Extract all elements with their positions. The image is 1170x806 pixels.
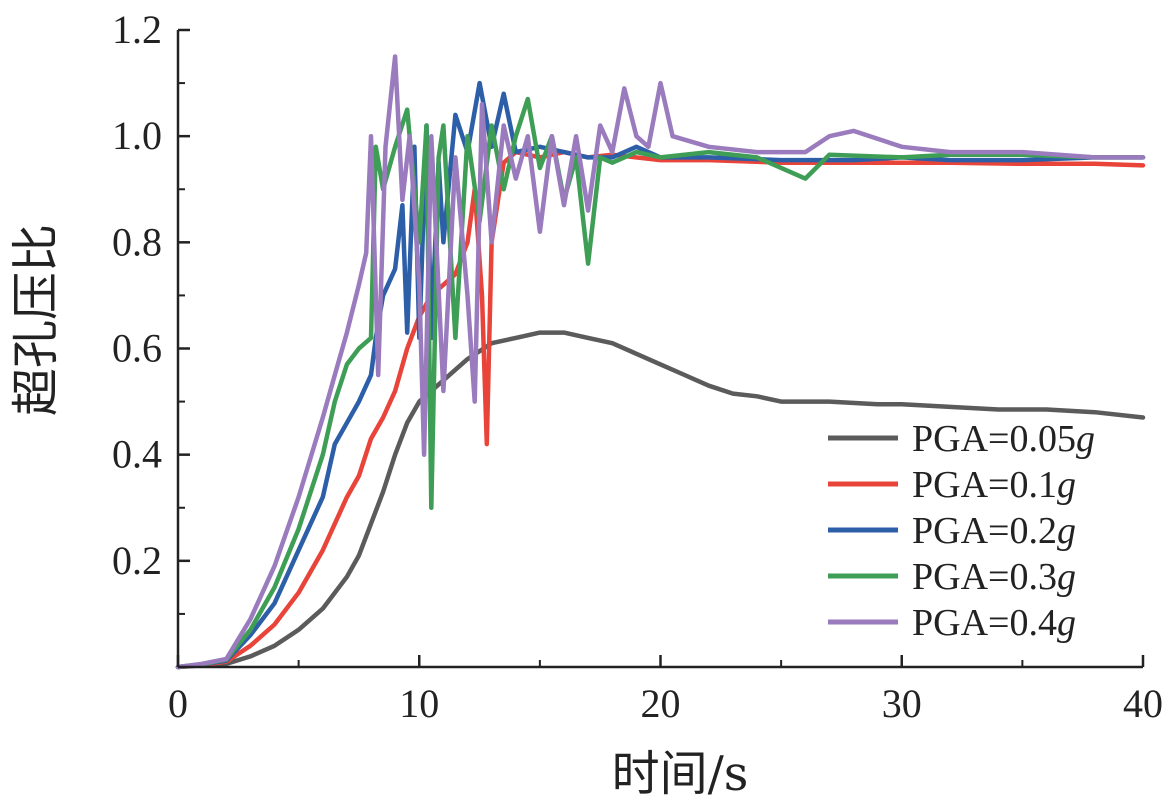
y-tick-label: 0.2 xyxy=(112,538,162,583)
x-tick-label: 10 xyxy=(399,681,439,726)
series-line-0 xyxy=(175,330,1146,670)
legend-label: PGA=0.3g xyxy=(912,556,1076,598)
legend-label: PGA=0.2g xyxy=(912,510,1076,552)
x-axis-title: 时间/s xyxy=(612,746,749,802)
y-tick-label: 1.0 xyxy=(112,113,162,158)
y-tick-label: 0.8 xyxy=(112,219,162,264)
series-layer xyxy=(175,54,1146,670)
series-line-4 xyxy=(175,54,1146,670)
legend-label-name: PGA=0.1 xyxy=(912,464,1057,506)
legend-label-unit: g xyxy=(1057,510,1076,552)
legend-label-unit: g xyxy=(1057,556,1076,598)
legend: PGA=0.05gPGA=0.1gPGA=0.2gPGA=0.3gPGA=0.4… xyxy=(828,418,1095,644)
legend-label-name: PGA=0.05 xyxy=(912,418,1076,460)
x-ticks: 0 10 20 30 40 xyxy=(168,655,1163,726)
legend-label-unit: g xyxy=(1076,418,1095,460)
y-ticks: 0.2 0.4 0.6 0.8 1.0 1.2 xyxy=(112,7,190,615)
legend-label-name: PGA=0.4 xyxy=(912,602,1057,644)
legend-label-name: PGA=0.3 xyxy=(912,556,1057,598)
y-tick-label: 0.4 xyxy=(112,432,162,477)
legend-label-name: PGA=0.2 xyxy=(912,510,1057,552)
legend-label-unit: g xyxy=(1057,464,1076,506)
legend-label: PGA=0.1g xyxy=(912,464,1076,506)
y-axis-title: 超孔压比 xyxy=(8,224,64,416)
legend-label: PGA=0.05g xyxy=(912,418,1095,460)
legend-label-unit: g xyxy=(1057,602,1076,644)
legend-label: PGA=0.4g xyxy=(912,602,1076,644)
x-tick-label: 30 xyxy=(882,681,922,726)
x-tick-label: 20 xyxy=(641,681,681,726)
series-line-2 xyxy=(175,80,1146,670)
y-tick-label: 0.6 xyxy=(112,326,162,371)
x-tick-label: 40 xyxy=(1123,681,1163,726)
y-tick-label: 1.2 xyxy=(112,7,162,52)
x-tick-label: 0 xyxy=(168,681,188,726)
